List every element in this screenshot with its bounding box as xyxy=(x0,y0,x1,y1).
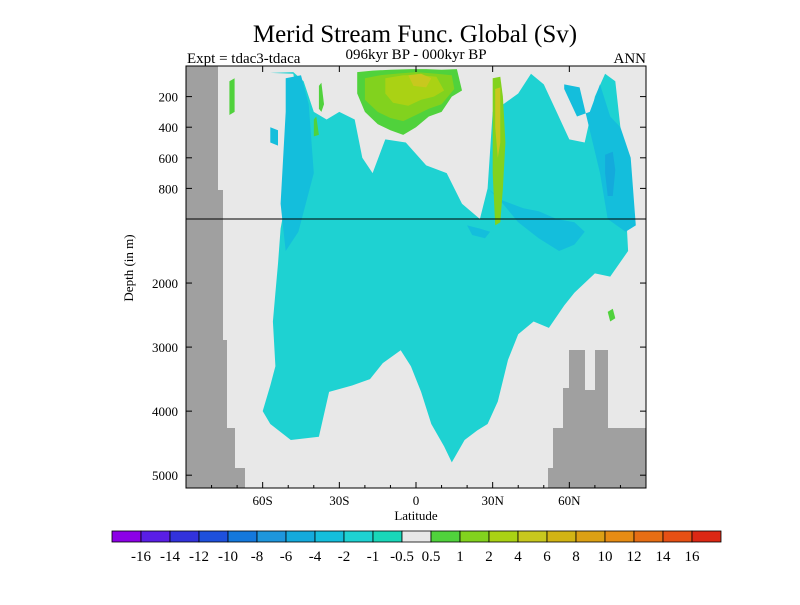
contour-region-14 xyxy=(385,75,445,106)
colorbar-swatch xyxy=(430,530,461,543)
y-tick-label: 5000 xyxy=(152,468,178,483)
colorbar-swatch xyxy=(198,530,229,543)
colorbar-label: 0.5 xyxy=(422,549,441,565)
contour-region-15 xyxy=(408,73,432,88)
colorbar-label: -14 xyxy=(160,549,180,565)
colorbar-swatch xyxy=(401,530,432,543)
y-tick-label: 2000 xyxy=(152,276,178,291)
y-tick-label: 4000 xyxy=(152,404,178,419)
x-tick-label: 30N xyxy=(481,493,504,508)
colorbar-swatch xyxy=(169,530,200,543)
colorbar-label: 8 xyxy=(572,549,580,565)
colorbar-swatch xyxy=(662,530,693,543)
colorbar-label: 16 xyxy=(685,549,701,565)
contour-region-3 xyxy=(564,84,636,232)
land-mask-north-topography xyxy=(548,350,646,488)
experiment-label: Expt = tdac3-tdaca xyxy=(187,51,301,67)
colorbar-label: -16 xyxy=(131,549,151,565)
colorbar-swatch xyxy=(633,530,664,543)
colorbar-swatch xyxy=(140,530,171,543)
colorbar-label: -12 xyxy=(189,549,209,565)
y-tick-label: 3000 xyxy=(152,340,178,355)
contour-region-4 xyxy=(487,188,585,251)
colorbar-swatch xyxy=(227,530,258,543)
contour-region-9 xyxy=(229,78,235,115)
colorbar-label: 1 xyxy=(456,549,464,565)
y-tick-label: 200 xyxy=(159,90,179,105)
colorbar-label: -8 xyxy=(251,549,264,565)
colorbar-swatch xyxy=(459,530,490,543)
land-mask-south-slope xyxy=(223,340,245,488)
colorbar-label: -0.5 xyxy=(390,549,414,565)
x-tick-label: 60N xyxy=(558,493,581,508)
contour-region-17 xyxy=(495,87,501,158)
contour-region-7 xyxy=(605,151,616,196)
colorbar-label: -10 xyxy=(218,549,238,565)
colorbar-label: -2 xyxy=(338,549,351,565)
colorbar-label: 12 xyxy=(627,549,642,565)
season-label: ANN xyxy=(614,51,647,67)
contour-region-11 xyxy=(607,308,616,322)
contour-region-6 xyxy=(270,127,278,146)
contour-region-5 xyxy=(467,225,491,239)
contour-region-12 xyxy=(313,116,319,137)
colorbar-swatch xyxy=(256,530,287,543)
colorbar-swatch xyxy=(314,530,345,543)
colorbar-label: -4 xyxy=(309,549,322,565)
x-axis-label: Latitude xyxy=(394,508,438,523)
x-tick-label: 0 xyxy=(413,493,420,508)
colorbar-swatch xyxy=(488,530,519,543)
colorbar-swatch xyxy=(546,530,577,543)
colorbar-swatch xyxy=(575,530,606,543)
colorbar-label: -6 xyxy=(280,549,293,565)
time-range-label: 096kyr BP - 000kyr BP xyxy=(345,47,486,63)
colorbar-swatch xyxy=(517,530,548,543)
y-tick-label: 800 xyxy=(159,181,179,196)
chart-title: Merid Stream Func. Global (Sv) xyxy=(253,21,577,48)
colorbar-swatch xyxy=(111,530,142,543)
colorbar-label: 14 xyxy=(656,549,672,565)
colorbar-swatch xyxy=(285,530,316,543)
colorbar-label: 10 xyxy=(598,549,613,565)
colorbar-swatch xyxy=(691,530,722,543)
y-tick-label: 400 xyxy=(159,120,179,135)
colorbar-swatch xyxy=(604,530,635,543)
colorbar-label: -1 xyxy=(367,549,380,565)
y-axis-label: Depth (in m) xyxy=(121,234,136,301)
x-tick-label: 30S xyxy=(329,493,349,508)
land-mask-shelf xyxy=(216,66,223,488)
contour-region-2 xyxy=(280,75,314,251)
contour-region-1 xyxy=(262,72,629,463)
colorbar-label: 2 xyxy=(485,549,493,565)
y-tick-label: 600 xyxy=(159,151,179,166)
contour-region-10 xyxy=(318,82,324,112)
land-mask-antarctica xyxy=(186,66,216,488)
colorbar-swatch xyxy=(372,530,403,543)
colorbar-swatch xyxy=(343,530,374,543)
colorbar-label: 6 xyxy=(543,549,551,565)
x-tick-label: 60S xyxy=(253,493,273,508)
colorbar-label: 4 xyxy=(514,549,522,565)
